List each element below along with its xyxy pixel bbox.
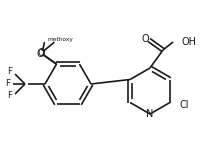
Text: OH: OH: [181, 37, 196, 47]
Text: O: O: [141, 34, 149, 44]
Text: F: F: [8, 68, 12, 76]
Text: Cl: Cl: [180, 100, 189, 109]
Text: N: N: [146, 109, 154, 119]
Text: F: F: [6, 79, 10, 89]
Text: O: O: [38, 48, 45, 58]
Text: F: F: [8, 91, 12, 101]
Text: O: O: [37, 49, 44, 59]
Text: methoxy: methoxy: [47, 37, 73, 42]
